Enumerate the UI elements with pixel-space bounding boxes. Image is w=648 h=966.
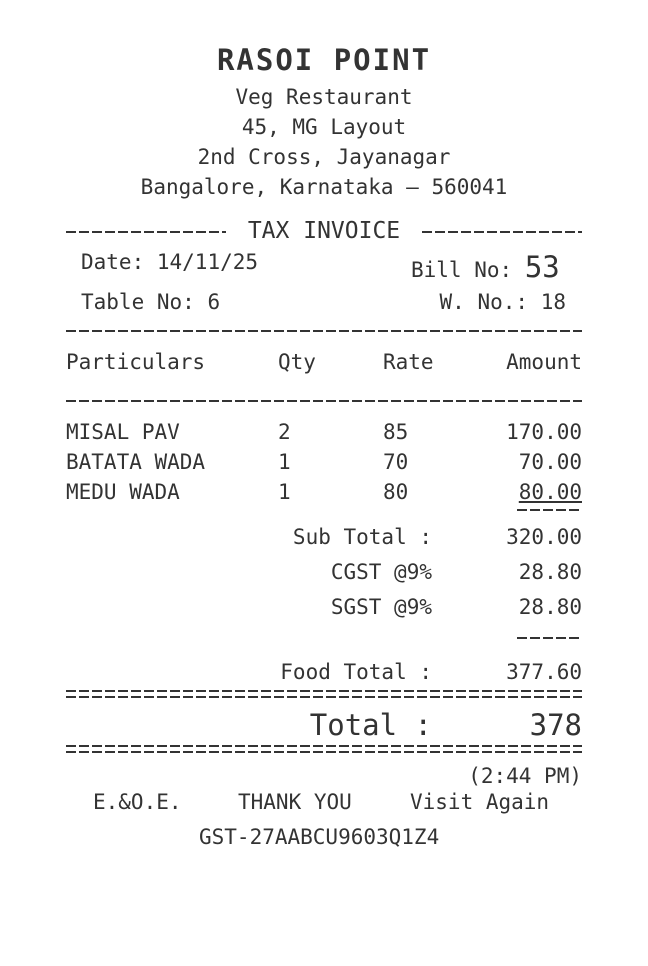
bill-label: Bill No: — [411, 258, 513, 282]
sgst-label: SGST @9% — [330, 595, 432, 619]
divider — [517, 637, 582, 639]
date-label: Date: — [81, 250, 145, 274]
bill-time: (2:44 PM) — [468, 764, 582, 788]
item-amount: 70.00 — [518, 450, 582, 474]
date-value: 14/11/25 — [156, 250, 259, 274]
cgst-value: 28.80 — [518, 560, 582, 584]
eoe-note: E.&O.E. — [93, 790, 182, 814]
divider — [66, 400, 582, 402]
table-value: 6 — [207, 290, 221, 314]
gst-number: GST-27AABCU9603Q1Z4 — [199, 825, 440, 849]
waiter-no: W. No.: 18 — [440, 290, 566, 314]
item-name: BATATA WADA — [66, 450, 206, 474]
col-amount: Amount — [506, 350, 582, 374]
visit-again: Visit Again — [410, 790, 550, 814]
address-line-1: 45, MG Layout — [241, 115, 407, 139]
item-qty: 1 — [278, 480, 291, 504]
food-total-label: Food Total : — [280, 660, 432, 684]
address-line-2: 2nd Cross, Jayanagar — [197, 145, 451, 169]
divider — [66, 231, 226, 233]
divider — [66, 690, 582, 692]
sgst-value: 28.80 — [518, 595, 582, 619]
waiter-value: 18 — [540, 290, 566, 314]
table-label: Table No: — [81, 290, 195, 314]
item-rate: 85 — [383, 420, 409, 444]
divider — [66, 696, 582, 698]
item-qty: 2 — [278, 420, 291, 444]
total-label: Total : — [309, 708, 432, 742]
cgst-label: CGST @9% — [330, 560, 432, 584]
item-rate: 70 — [383, 450, 409, 474]
bill-number: 53 — [524, 250, 560, 284]
col-qty: Qty — [278, 350, 316, 374]
divider — [422, 231, 582, 233]
col-particulars: Particulars — [66, 350, 206, 374]
item-qty: 1 — [278, 450, 291, 474]
waiter-label: W. No.: — [439, 290, 529, 314]
table-no: Table No: 6 — [81, 290, 220, 314]
subtotal-label: Sub Total : — [292, 525, 432, 549]
thank-you: THANK YOU — [238, 790, 352, 814]
bill-no: Bill No: 53 — [411, 250, 560, 284]
divider — [517, 509, 582, 511]
restaurant-type: Veg Restaurant — [235, 85, 413, 109]
divider — [66, 751, 582, 753]
date: Date: 14/11/25 — [81, 250, 258, 274]
invoice-title: TAX INVOICE — [247, 218, 401, 244]
item-amount: 80.00 — [518, 480, 582, 504]
item-name: MISAL PAV — [66, 420, 180, 444]
food-total-value: 377.60 — [506, 660, 582, 684]
restaurant-name: RASOI POINT — [216, 43, 432, 77]
address-line-3: Bangalore, Karnataka – 560041 — [140, 175, 508, 199]
item-rate: 80 — [383, 480, 409, 504]
item-name: MEDU WADA — [66, 480, 180, 504]
subtotal-value: 320.00 — [506, 525, 582, 549]
item-amount: 170.00 — [506, 420, 582, 444]
col-rate: Rate — [383, 350, 434, 374]
total-value: 378 — [529, 708, 582, 742]
divider — [66, 330, 582, 332]
divider — [66, 745, 582, 747]
